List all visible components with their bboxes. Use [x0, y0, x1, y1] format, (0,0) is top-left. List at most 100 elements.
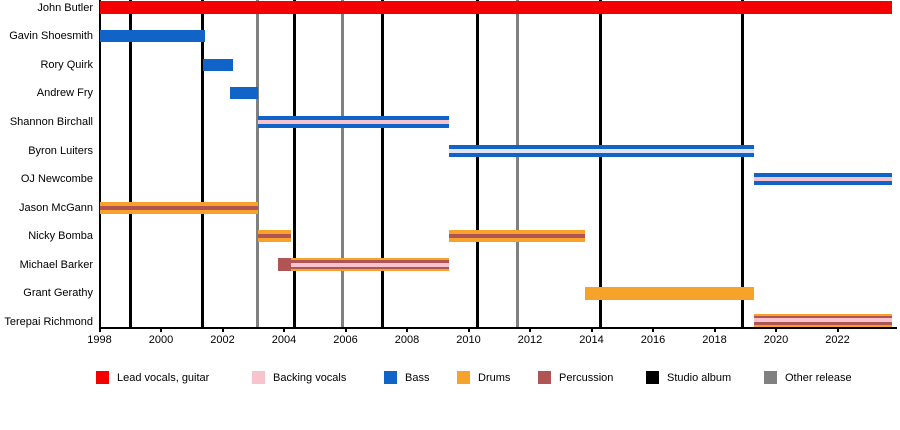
studio-album-line — [293, 0, 297, 327]
bar-stripe-backing-vocals — [753, 177, 893, 182]
timeline-bar-byron-luiters — [448, 144, 754, 157]
legend-label: Backing vocals — [273, 372, 347, 384]
legend-label: Bass — [405, 372, 430, 384]
legend-label: Studio album — [667, 372, 732, 384]
axis-tick-label: 2016 — [640, 334, 666, 346]
axis-tick — [160, 327, 162, 332]
legend-label: Percussion — [559, 372, 614, 384]
axis-tick — [713, 327, 716, 332]
axis-tick — [221, 327, 224, 332]
axis-tick-label: 2014 — [579, 334, 604, 346]
axis-tick — [344, 327, 347, 332]
studio-album-line — [740, 0, 744, 327]
axis-tick — [529, 327, 531, 332]
bar-stripe-drums — [99, 201, 259, 206]
axis-tick-label: 2000 — [148, 334, 174, 346]
studio-album-line — [128, 0, 132, 327]
bar-stripe-bass — [753, 181, 893, 186]
bar-stripe-drums — [257, 230, 292, 235]
axis-tick-label: 1998 — [87, 334, 112, 346]
member-label: Jason McGann — [19, 201, 93, 214]
member-label: Shannon Birchall — [9, 116, 93, 128]
bar-stripe-bass — [203, 58, 233, 71]
axis-tick-label: 2002 — [210, 334, 235, 346]
timeline-bar-grant-gerathy — [585, 286, 754, 300]
bar-stripe-drums — [585, 286, 754, 300]
bar-stripe-bass — [448, 152, 754, 157]
bar-stripe-bass — [448, 144, 754, 149]
axis-tick-label: 2020 — [763, 334, 789, 346]
studio-album-line — [380, 0, 384, 327]
timeline-bar-john-butler — [99, 1, 893, 15]
timeline-bar-jason-mcgann — [99, 201, 259, 214]
other-release-line — [340, 0, 344, 327]
studio-album-line — [201, 0, 204, 327]
member-label: OJ Newcombe — [20, 173, 93, 186]
member-label: Michael Barker — [19, 258, 93, 271]
bar-stripe-drums — [291, 258, 450, 261]
other-release-line — [516, 0, 520, 327]
member-label: Gavin Shoesmith — [9, 30, 93, 43]
member-label: Terepai Richmond — [4, 315, 93, 328]
axis-tick — [652, 327, 654, 332]
axis-tick — [98, 327, 101, 332]
axis-tick-label: 2012 — [517, 334, 543, 346]
bar-stripe-percussion — [278, 258, 292, 272]
bar-stripe-percussion — [291, 260, 450, 263]
studio-album-line — [476, 0, 480, 327]
bar-stripe-drums — [448, 230, 586, 235]
bar-stripe-drums — [257, 238, 292, 243]
timeline-bar-michael-barker — [278, 258, 292, 272]
bar-stripe-percussion — [753, 322, 893, 325]
member-label: Nicky Bomba — [28, 230, 93, 243]
axis-tick-label: 2022 — [825, 334, 850, 346]
member-label: Byron Luiters — [28, 144, 93, 157]
bar-stripe-lead — [99, 1, 893, 15]
legend-label: Lead vocals, guitar — [117, 372, 210, 384]
bar-stripe-bass — [99, 30, 205, 43]
axis-tick — [283, 327, 285, 332]
bar-stripe-backing-vocals — [753, 318, 893, 322]
legend-label: Other release — [785, 372, 852, 384]
bar-stripe-drums — [753, 313, 893, 316]
legend-swatch-backing-vocals — [252, 371, 265, 384]
member-label: John Butler — [37, 1, 93, 14]
timeline-bar-rory-quirk — [203, 58, 233, 71]
bar-stripe-percussion — [257, 234, 292, 239]
timeline-bar-michael-barker — [291, 258, 450, 272]
other-release-line — [256, 0, 260, 327]
legend-swatch-bass — [384, 371, 397, 384]
studio-album-line — [599, 0, 603, 327]
bar-stripe-percussion — [753, 315, 893, 318]
bar-stripe-drums — [448, 238, 586, 243]
axis-tick — [467, 327, 470, 332]
y-axis-line — [98, 0, 101, 327]
legend-label: Drums — [478, 372, 511, 384]
axis-tick-label: 2008 — [394, 334, 420, 346]
axis-tick — [775, 327, 777, 332]
timeline-bar-terepai-richmond — [753, 313, 893, 327]
bar-stripe-backing-vocals — [291, 262, 450, 267]
axis-tick-label: 2006 — [333, 334, 358, 346]
axis-tick — [836, 327, 839, 332]
member-label: Grant Gerathy — [23, 287, 93, 300]
timeline-bar-andrew-fry — [229, 87, 258, 100]
bar-stripe-bass — [257, 116, 450, 120]
bar-stripe-bass — [229, 87, 258, 100]
axis-tick-label: 2018 — [702, 334, 727, 346]
axis-tick — [406, 327, 408, 332]
legend-swatch-percussion — [538, 371, 551, 384]
legend-swatch-other-release — [764, 371, 777, 384]
legend-swatch-studio-album — [646, 371, 659, 384]
timeline-bar-nicky-bomba — [257, 230, 292, 243]
bar-stripe-bass — [753, 173, 893, 178]
axis-tick-label: 2004 — [271, 334, 297, 346]
bar-stripe-bass — [257, 124, 450, 128]
bar-stripe-drums — [753, 324, 893, 327]
timeline-bar-gavin-shoesmith — [99, 30, 205, 43]
axis-tick-label: 2010 — [456, 334, 481, 346]
